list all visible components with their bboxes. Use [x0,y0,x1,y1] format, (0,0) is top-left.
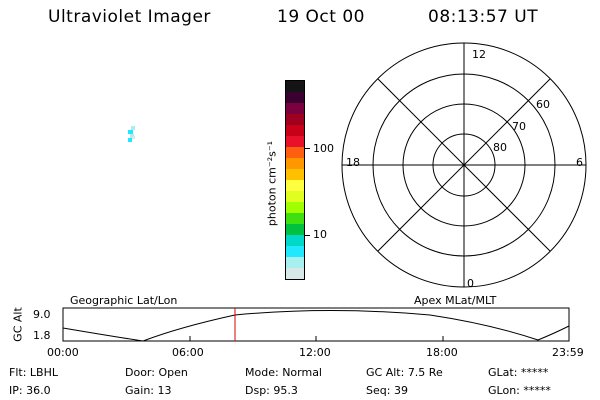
altitude-curve [62,310,570,342]
info-glat: GLat: ***** [488,366,549,379]
lat-label-60: 60 [536,98,550,111]
info-flt: Flt: LBHL [9,366,58,379]
x-tick-0000: 00:00 [47,346,79,359]
info-glon: GLon: ***** [488,384,551,397]
colorbar-tick-label-100: 100 [313,142,334,155]
x-tick-1800: 18:00 [426,346,458,359]
mlt-label-12: 12 [472,48,486,61]
x-tick-1200: 12:00 [299,346,331,359]
info-seq: Seq: 39 [366,384,408,397]
colorbar-tick-100 [305,148,310,149]
colorbar-gradient [285,80,305,280]
time-label: 08:13:57 UT [428,7,539,27]
info-ip: IP: 36.0 [9,384,51,397]
instrument-title: Ultraviolet Imager [48,7,211,27]
mlt-label-0: 0 [467,277,474,290]
timeline-right-caption: Apex MLat/MLT [414,294,497,307]
timeline-y-tick-9: 9.0 [33,308,51,321]
colorbar [285,80,310,280]
uv-image-area [20,40,260,290]
info-gc-alt: GC Alt: 7.5 Re [366,366,443,379]
info-mode: Mode: Normal [245,366,322,379]
colorbar-tick-10 [305,235,310,236]
lat-label-70: 70 [512,120,526,133]
mlt-label-18: 18 [346,156,360,169]
info-door: Door: Open [125,366,188,379]
date-label: 19 Oct 00 [277,7,365,27]
timeline-y-tick-1.8: 1.8 [33,329,51,342]
x-tick-0600: 06:00 [172,346,204,359]
timeline-left-caption: Geographic Lat/Lon [70,294,178,307]
info-gain: Gain: 13 [125,384,172,397]
emission-blob [128,126,135,142]
colorbar-tick-label-10: 10 [313,228,327,241]
mlt-label-6: 6 [576,156,583,169]
x-tick-2359: 23:59 [552,346,584,359]
info-dsp: Dsp: 95.3 [245,384,298,397]
lat-label-80: 80 [493,141,507,154]
